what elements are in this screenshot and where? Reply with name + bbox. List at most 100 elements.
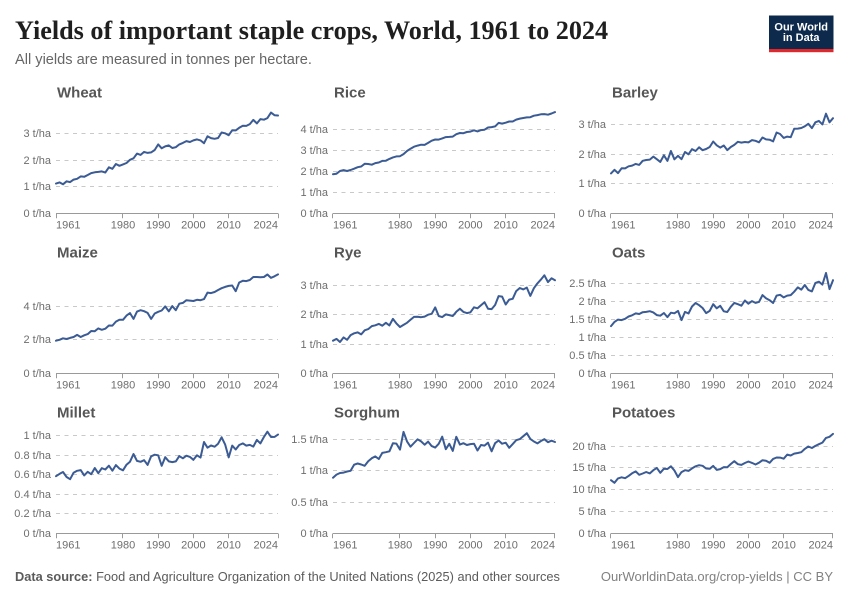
svg-text:3 t/ha: 3 t/ha — [300, 145, 328, 157]
svg-text:1 t/ha: 1 t/ha — [23, 181, 51, 193]
svg-text:2024: 2024 — [809, 220, 833, 232]
svg-text:1.5 t/ha: 1.5 t/ha — [569, 314, 607, 326]
svg-text:in Data: in Data — [783, 32, 821, 44]
svg-text:Barley: Barley — [612, 85, 659, 102]
svg-text:Potatoes: Potatoes — [612, 405, 675, 422]
svg-text:1980: 1980 — [666, 220, 690, 232]
svg-text:1990: 1990 — [423, 220, 447, 232]
svg-text:2010: 2010 — [216, 380, 240, 392]
svg-text:2000: 2000 — [736, 540, 760, 552]
svg-text:2010: 2010 — [771, 220, 795, 232]
svg-text:1961: 1961 — [56, 220, 80, 232]
svg-text:1980: 1980 — [666, 380, 690, 392]
svg-text:Sorghum: Sorghum — [334, 405, 400, 422]
svg-text:Maize: Maize — [57, 245, 98, 262]
svg-text:2024: 2024 — [531, 540, 555, 552]
svg-text:2000: 2000 — [181, 220, 205, 232]
svg-text:2024: 2024 — [809, 540, 833, 552]
svg-text:2 t/ha: 2 t/ha — [300, 166, 328, 178]
svg-text:2010: 2010 — [493, 380, 517, 392]
svg-text:1.5 t/ha: 1.5 t/ha — [291, 434, 329, 446]
svg-text:1990: 1990 — [146, 380, 170, 392]
svg-text:2000: 2000 — [458, 220, 482, 232]
svg-text:2010: 2010 — [771, 540, 795, 552]
svg-text:0.5 t/ha: 0.5 t/ha — [569, 350, 607, 362]
svg-text:0.2 t/ha: 0.2 t/ha — [14, 508, 52, 520]
svg-text:2010: 2010 — [216, 540, 240, 552]
svg-text:2000: 2000 — [181, 380, 205, 392]
svg-text:2 t/ha: 2 t/ha — [578, 149, 606, 161]
svg-text:2000: 2000 — [736, 380, 760, 392]
svg-text:2000: 2000 — [736, 220, 760, 232]
svg-text:Yields of important staple cro: Yields of important staple crops, World,… — [15, 16, 608, 45]
svg-text:1 t/ha: 1 t/ha — [578, 178, 606, 190]
svg-text:1961: 1961 — [333, 220, 357, 232]
svg-text:1980: 1980 — [111, 540, 135, 552]
svg-text:0 t/ha: 0 t/ha — [578, 368, 606, 380]
svg-text:0 t/ha: 0 t/ha — [23, 208, 51, 220]
svg-text:1980: 1980 — [111, 380, 135, 392]
svg-text:10 t/ha: 10 t/ha — [572, 484, 607, 496]
svg-text:0.6 t/ha: 0.6 t/ha — [14, 469, 52, 481]
svg-text:0 t/ha: 0 t/ha — [300, 528, 328, 540]
svg-text:0.8 t/ha: 0.8 t/ha — [14, 450, 52, 462]
svg-text:2.5 t/ha: 2.5 t/ha — [569, 278, 607, 290]
svg-text:1961: 1961 — [56, 540, 80, 552]
svg-text:1990: 1990 — [701, 220, 725, 232]
svg-text:3 t/ha: 3 t/ha — [578, 119, 606, 131]
svg-text:1990: 1990 — [423, 380, 447, 392]
svg-text:OurWorldinData.org/crop-yields: OurWorldinData.org/crop-yields | CC BY — [601, 569, 833, 584]
svg-text:15 t/ha: 15 t/ha — [572, 462, 607, 474]
svg-text:2010: 2010 — [771, 380, 795, 392]
svg-text:1961: 1961 — [56, 380, 80, 392]
svg-text:2 t/ha: 2 t/ha — [300, 309, 328, 321]
svg-text:2 t/ha: 2 t/ha — [23, 334, 51, 346]
svg-text:1980: 1980 — [388, 540, 412, 552]
svg-text:1961: 1961 — [333, 380, 357, 392]
svg-text:5 t/ha: 5 t/ha — [578, 506, 606, 518]
svg-text:2010: 2010 — [493, 220, 517, 232]
svg-text:Data source: Food and Agricult: Data source: Food and Agriculture Organi… — [15, 569, 560, 584]
svg-text:4 t/ha: 4 t/ha — [300, 124, 328, 136]
svg-text:2024: 2024 — [254, 220, 278, 232]
svg-text:All yields are measured in ton: All yields are measured in tonnes per he… — [15, 52, 312, 68]
svg-text:1961: 1961 — [611, 380, 635, 392]
svg-text:2 t/ha: 2 t/ha — [578, 296, 606, 308]
svg-text:1961: 1961 — [333, 540, 357, 552]
svg-text:2024: 2024 — [809, 380, 833, 392]
svg-text:Rice: Rice — [334, 85, 366, 102]
svg-text:1 t/ha: 1 t/ha — [300, 187, 328, 199]
svg-text:1 t/ha: 1 t/ha — [578, 332, 606, 344]
svg-text:4 t/ha: 4 t/ha — [23, 301, 51, 313]
svg-text:2024: 2024 — [531, 380, 555, 392]
svg-text:1990: 1990 — [146, 540, 170, 552]
svg-text:2010: 2010 — [216, 220, 240, 232]
svg-text:0 t/ha: 0 t/ha — [578, 208, 606, 220]
svg-text:2000: 2000 — [458, 540, 482, 552]
svg-text:3 t/ha: 3 t/ha — [23, 128, 51, 140]
svg-text:1990: 1990 — [701, 540, 725, 552]
svg-text:0.5 t/ha: 0.5 t/ha — [291, 497, 329, 509]
svg-text:0 t/ha: 0 t/ha — [23, 528, 51, 540]
svg-text:1990: 1990 — [146, 220, 170, 232]
svg-text:1 t/ha: 1 t/ha — [300, 465, 328, 477]
svg-text:2024: 2024 — [254, 380, 278, 392]
svg-text:Our World: Our World — [774, 22, 828, 34]
svg-text:1961: 1961 — [611, 540, 635, 552]
svg-text:1961: 1961 — [611, 220, 635, 232]
svg-text:1980: 1980 — [388, 380, 412, 392]
svg-text:2 t/ha: 2 t/ha — [23, 155, 51, 167]
svg-text:0 t/ha: 0 t/ha — [23, 368, 51, 380]
svg-text:1 t/ha: 1 t/ha — [23, 430, 51, 442]
svg-text:Wheat: Wheat — [57, 85, 102, 102]
svg-text:1980: 1980 — [388, 220, 412, 232]
svg-text:2024: 2024 — [254, 540, 278, 552]
svg-text:1990: 1990 — [423, 540, 447, 552]
svg-text:0 t/ha: 0 t/ha — [300, 208, 328, 220]
svg-text:2024: 2024 — [531, 220, 555, 232]
svg-text:0 t/ha: 0 t/ha — [300, 368, 328, 380]
svg-text:2000: 2000 — [458, 380, 482, 392]
svg-text:Rye: Rye — [334, 245, 362, 262]
svg-text:0.4 t/ha: 0.4 t/ha — [14, 489, 52, 501]
svg-text:1980: 1980 — [666, 540, 690, 552]
